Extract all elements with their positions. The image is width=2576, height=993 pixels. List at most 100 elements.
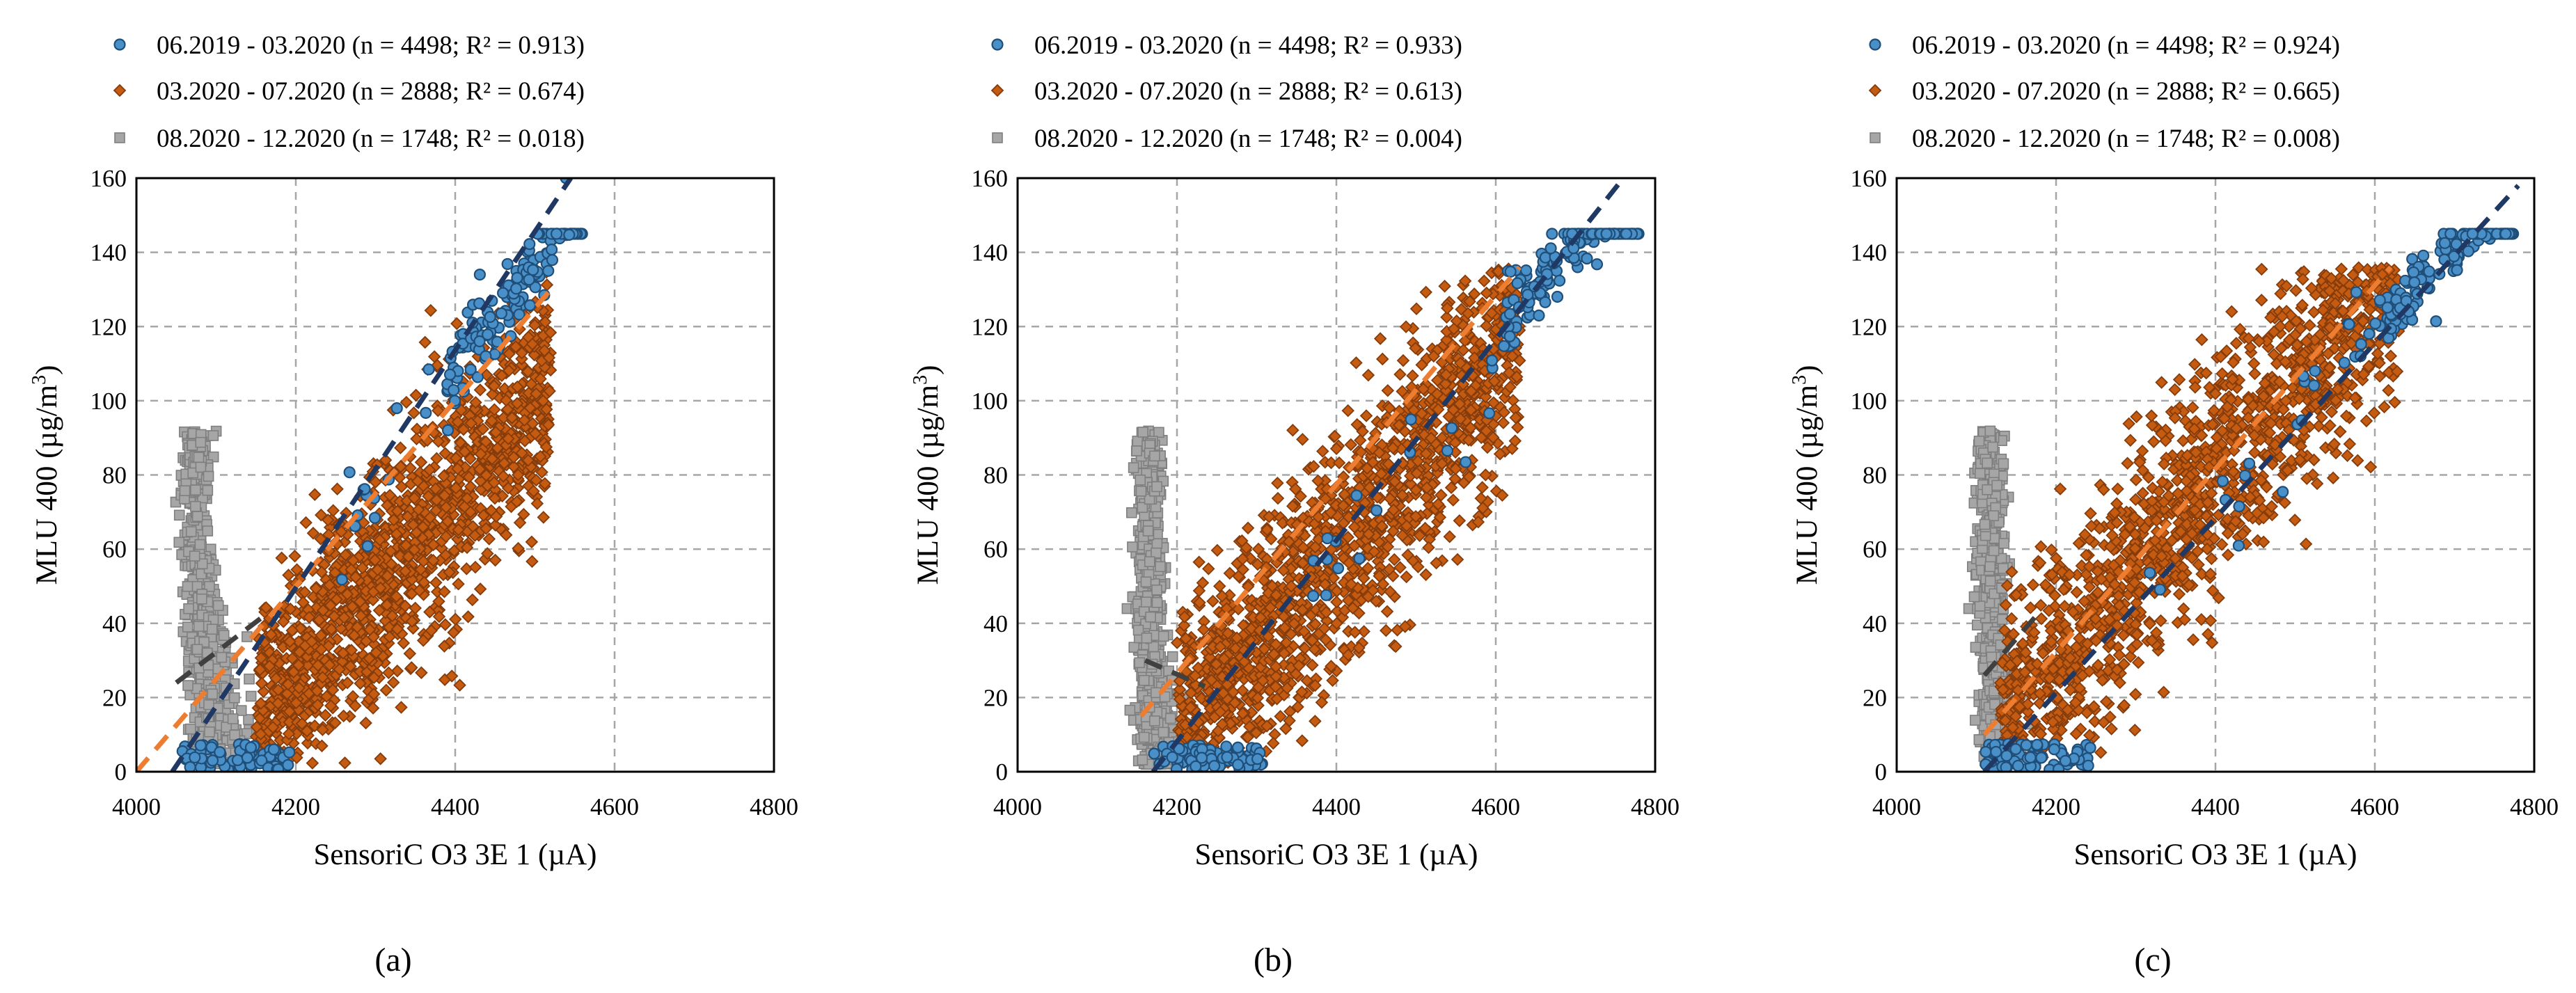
point-orange xyxy=(354,609,368,623)
point-orange xyxy=(1326,674,1339,688)
point-blue xyxy=(1554,274,1566,287)
point-orange xyxy=(1269,660,1283,674)
point-orange xyxy=(301,736,315,750)
point-blue xyxy=(563,228,576,241)
point-orange xyxy=(1453,412,1467,426)
y-axis-label: MLU 400 (µg/m3) xyxy=(29,365,63,585)
point-orange xyxy=(423,511,437,524)
point-orange xyxy=(1441,301,1454,315)
point-orange xyxy=(1447,322,1461,335)
point-orange xyxy=(498,456,511,470)
point-gray xyxy=(1137,754,1148,765)
point-blue xyxy=(1498,340,1510,352)
point-blue xyxy=(390,402,403,415)
point-orange xyxy=(1362,527,1375,541)
point-orange xyxy=(489,509,503,523)
point-orange xyxy=(390,589,403,603)
point-gray xyxy=(1141,596,1152,607)
point-orange xyxy=(438,488,451,502)
point-gray xyxy=(207,430,219,441)
point-orange xyxy=(523,401,537,415)
point-gray xyxy=(179,485,191,497)
point-orange xyxy=(386,676,400,689)
point-gray xyxy=(1131,445,1143,456)
point-gray xyxy=(1149,450,1160,462)
point-blue xyxy=(497,287,509,299)
point-gray xyxy=(1134,657,1145,669)
point-orange xyxy=(415,666,428,679)
point-orange xyxy=(1193,596,1206,610)
point-orange xyxy=(1510,370,1524,383)
legend-marker-square xyxy=(114,132,125,143)
point-orange xyxy=(530,497,544,510)
point-orange xyxy=(383,630,396,644)
point-orange xyxy=(1224,717,1238,730)
point-orange xyxy=(1383,585,1397,598)
point-orange xyxy=(477,509,491,522)
point-blue xyxy=(282,758,294,771)
point-orange xyxy=(502,364,516,377)
y-tick-label: 120 xyxy=(90,313,127,340)
point-blue xyxy=(1405,413,1417,426)
point-orange xyxy=(1308,642,1321,656)
point-blue xyxy=(231,754,244,766)
point-blue xyxy=(1231,741,1244,754)
point-orange xyxy=(1213,705,1227,719)
point-gray xyxy=(202,484,214,496)
y-tick-label: 40 xyxy=(102,610,127,637)
point-blue xyxy=(1208,760,1221,772)
point-orange xyxy=(282,727,296,740)
point-orange xyxy=(326,683,340,697)
point-orange xyxy=(474,447,487,461)
point-blue xyxy=(1539,296,1551,308)
point-gray xyxy=(1137,502,1148,514)
point-orange xyxy=(1241,521,1255,535)
point-orange xyxy=(276,615,290,628)
point-orange xyxy=(266,720,280,734)
point-orange xyxy=(1352,606,1366,620)
point-orange xyxy=(1173,692,1187,706)
point-orange xyxy=(410,432,423,445)
trendline-orange xyxy=(1139,265,1522,718)
point-orange xyxy=(1446,403,1460,417)
point-orange xyxy=(1296,433,1309,446)
point-orange xyxy=(1279,636,1293,649)
point-orange xyxy=(1338,488,1351,501)
point-blue xyxy=(482,328,494,341)
point-orange xyxy=(1420,481,1434,495)
point-orange xyxy=(1474,491,1487,505)
point-orange xyxy=(1399,320,1413,333)
point-orange xyxy=(275,551,288,565)
point-blue xyxy=(1546,228,1558,240)
x-tick-label: 4000 xyxy=(993,793,1042,820)
point-orange xyxy=(1419,521,1432,535)
point-orange xyxy=(510,397,524,411)
y-tick-label: 160 xyxy=(90,165,127,192)
point-orange xyxy=(424,303,438,317)
point-orange xyxy=(1418,428,1431,442)
point-orange xyxy=(340,676,354,690)
point-orange xyxy=(1506,349,1519,363)
point-blue xyxy=(267,743,280,756)
point-orange xyxy=(285,623,299,637)
point-orange xyxy=(1375,352,1389,366)
point-orange xyxy=(1316,445,1329,458)
point-orange xyxy=(316,671,329,684)
point-orange xyxy=(1267,736,1280,750)
point-orange xyxy=(335,525,348,539)
point-gray xyxy=(193,452,205,463)
point-orange xyxy=(1298,642,1311,655)
point-orange xyxy=(414,455,428,469)
point-orange xyxy=(1249,726,1263,740)
point-orange xyxy=(468,560,482,574)
legend-entry: 06.2019 - 03.2020 (n = 4498; R² = 0.913) xyxy=(157,31,585,60)
point-orange xyxy=(381,569,394,582)
point-blue xyxy=(484,310,496,324)
point-orange xyxy=(1188,669,1202,683)
point-orange xyxy=(1413,529,1426,542)
point-orange xyxy=(1456,377,1470,391)
point-orange xyxy=(1315,696,1329,709)
point-orange xyxy=(501,403,514,416)
point-orange xyxy=(451,462,464,475)
point-orange xyxy=(401,510,414,523)
